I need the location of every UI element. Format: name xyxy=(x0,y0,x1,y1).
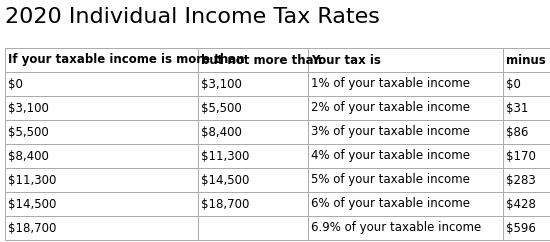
Text: 6% of your taxable income: 6% of your taxable income xyxy=(311,197,470,211)
Text: 1% of your taxable income: 1% of your taxable income xyxy=(311,77,470,91)
Text: $428: $428 xyxy=(506,197,536,211)
Bar xyxy=(5,192,198,216)
Bar xyxy=(5,48,198,72)
Text: Your tax is: Your tax is xyxy=(311,53,381,67)
Text: minus: minus xyxy=(506,53,546,67)
Text: 5% of your taxable income: 5% of your taxable income xyxy=(311,174,470,187)
Text: $18,700: $18,700 xyxy=(201,197,249,211)
Bar xyxy=(503,96,550,120)
Bar xyxy=(5,72,198,96)
Text: $3,100: $3,100 xyxy=(201,77,242,91)
Text: $596: $596 xyxy=(506,221,536,234)
Bar xyxy=(503,144,550,168)
Bar xyxy=(198,120,308,144)
Text: 6.9% of your taxable income: 6.9% of your taxable income xyxy=(311,221,481,234)
Bar xyxy=(5,120,198,144)
Text: $14,500: $14,500 xyxy=(8,197,56,211)
Bar xyxy=(308,120,503,144)
Bar xyxy=(503,48,550,72)
Bar xyxy=(5,216,198,240)
Bar xyxy=(308,192,503,216)
Bar xyxy=(308,72,503,96)
Bar xyxy=(198,96,308,120)
Text: $86: $86 xyxy=(506,126,529,138)
Text: $8,400: $8,400 xyxy=(201,126,242,138)
Text: $283: $283 xyxy=(506,174,536,187)
Text: If your taxable income is more than: If your taxable income is more than xyxy=(8,53,245,67)
Text: $0: $0 xyxy=(8,77,23,91)
Text: $31: $31 xyxy=(506,101,529,114)
Text: 2020 Individual Income Tax Rates: 2020 Individual Income Tax Rates xyxy=(5,7,380,27)
Bar xyxy=(198,48,308,72)
Bar xyxy=(198,216,308,240)
Bar xyxy=(5,168,198,192)
Bar xyxy=(503,168,550,192)
Bar xyxy=(308,144,503,168)
Text: 4% of your taxable income: 4% of your taxable income xyxy=(311,150,470,162)
Text: $11,300: $11,300 xyxy=(8,174,56,187)
Text: 2% of your taxable income: 2% of your taxable income xyxy=(311,101,470,114)
Bar xyxy=(503,72,550,96)
Bar xyxy=(5,96,198,120)
Bar xyxy=(308,48,503,72)
Text: $5,500: $5,500 xyxy=(8,126,49,138)
Bar xyxy=(503,216,550,240)
Text: 3% of your taxable income: 3% of your taxable income xyxy=(311,126,470,138)
Text: $8,400: $8,400 xyxy=(8,150,49,162)
Bar xyxy=(503,192,550,216)
Bar xyxy=(503,120,550,144)
Bar xyxy=(198,72,308,96)
Text: $0: $0 xyxy=(506,77,521,91)
Bar xyxy=(198,192,308,216)
Text: $170: $170 xyxy=(506,150,536,162)
Text: $5,500: $5,500 xyxy=(201,101,242,114)
Bar xyxy=(198,144,308,168)
Text: but not more than: but not more than xyxy=(201,53,322,67)
Bar xyxy=(308,96,503,120)
Bar xyxy=(5,144,198,168)
Text: $11,300: $11,300 xyxy=(201,150,249,162)
Text: $3,100: $3,100 xyxy=(8,101,49,114)
Bar xyxy=(308,216,503,240)
Text: $18,700: $18,700 xyxy=(8,221,56,234)
Text: $14,500: $14,500 xyxy=(201,174,249,187)
Bar xyxy=(198,168,308,192)
Bar xyxy=(308,168,503,192)
